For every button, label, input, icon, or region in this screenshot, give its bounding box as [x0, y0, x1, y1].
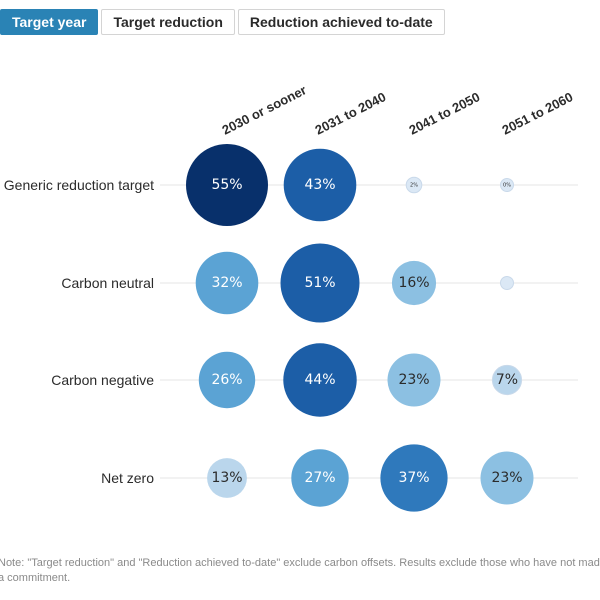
row-label: Carbon negative: [51, 372, 154, 388]
bubble: [500, 276, 514, 290]
bubble-label: 32%: [211, 275, 242, 291]
bubble: [405, 176, 423, 194]
bubble-label: 23%: [398, 372, 429, 388]
bubble: [283, 343, 357, 417]
row-label: Generic reduction target: [4, 177, 154, 193]
bubble: [280, 243, 360, 323]
bubble: [491, 364, 523, 396]
bubble: [195, 251, 259, 315]
bubble: [380, 444, 448, 512]
bubble-label: 16%: [398, 275, 429, 291]
bubble-label: 55%: [211, 177, 242, 193]
row-label: Net zero: [101, 470, 154, 486]
column-header: 2051 to 2060: [500, 89, 576, 137]
bubble: [186, 144, 268, 226]
bubble: [291, 449, 349, 507]
tab-bar: Target year Target reduction Reduction a…: [0, 9, 445, 35]
column-header: 2030 or sooner: [220, 82, 309, 137]
bubble-label: 2%: [410, 183, 418, 189]
bubble: [283, 148, 357, 222]
bubble-label: 7%: [496, 372, 518, 388]
tab-reduction-achieved[interactable]: Reduction achieved to-date: [237, 9, 445, 35]
bubble: [387, 353, 441, 407]
bubble-label: 43%: [304, 177, 335, 193]
chart-note: Note: "Target reduction" and "Reduction …: [0, 557, 600, 584]
tab-target-year[interactable]: Target year: [0, 9, 99, 35]
bubble-label: 0%: [503, 183, 511, 189]
bubble: [391, 260, 437, 306]
tab-target-reduction[interactable]: Target reduction: [101, 9, 235, 35]
bubble-label: 23%: [491, 470, 522, 486]
row-label: Carbon neutral: [61, 275, 154, 291]
bubble: [198, 351, 256, 409]
bubble-label: 51%: [304, 275, 335, 291]
column-header: 2031 to 2040: [313, 89, 389, 137]
bubble-label: 44%: [304, 372, 335, 388]
bubble-label: 37%: [398, 470, 429, 486]
column-header: 2041 to 2050: [407, 89, 483, 137]
bubble-label: 13%: [211, 470, 242, 486]
bubble: [480, 451, 534, 505]
bubble-label: 26%: [211, 372, 242, 388]
bubble-label: 27%: [304, 470, 335, 486]
bubble: [207, 458, 247, 498]
bubble: [500, 178, 514, 192]
